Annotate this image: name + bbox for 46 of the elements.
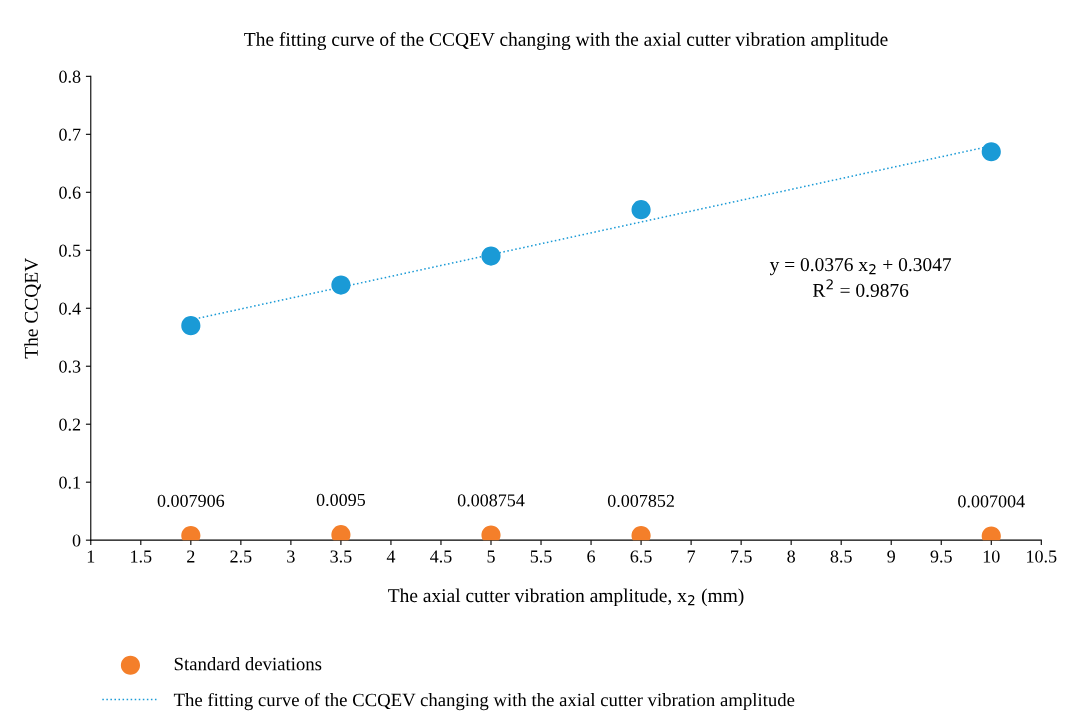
y-tick-label: 0.4 — [59, 302, 81, 315]
chart-title: The fitting curve of the CCQEV changing with the axial cutter vibration amplitude — [244, 32, 888, 50]
x-tick-label: 7.5 — [731, 550, 752, 563]
x-tick-label: 4 — [386, 550, 396, 563]
x-tick-label: 1 — [87, 550, 95, 563]
point — [631, 200, 651, 220]
x-tick-label: 6 — [587, 550, 596, 563]
x-tick-label: 7 — [687, 550, 696, 563]
annotation: R$^{2}$ = 0.9876 — [812, 279, 909, 298]
y-tick-label: 0.8 — [59, 70, 81, 83]
x-tick-label: 1.5 — [131, 550, 152, 563]
x-tick-label: 10 — [983, 550, 1000, 563]
data-label: 0.0095 — [316, 493, 366, 507]
y-tick-label: 0.1 — [59, 476, 80, 489]
x-tick-label: 5.5 — [530, 550, 552, 563]
y-tick-label: 0.2 — [59, 418, 81, 431]
x-tick-label: 3.5 — [330, 550, 352, 563]
legend-label: The fitting curve of the CCQEV changing with the axial cutter vibration amplitude — [173, 692, 795, 711]
point — [481, 246, 501, 266]
data-label: 0.007852 — [607, 494, 674, 508]
x-tick-label: 9.5 — [930, 550, 952, 563]
x-tick-label: 2 — [187, 550, 195, 563]
y-tick-label: 0.3 — [59, 360, 81, 373]
y-tick-label: 0.7 — [59, 128, 81, 141]
point — [181, 316, 201, 336]
x-tick-label: 8 — [787, 550, 795, 563]
x-tick-label: 5 — [487, 550, 495, 563]
annotation: y = 0.0376 x$_{2}$ + 0.3047 — [769, 258, 952, 276]
x-tick-label: 9 — [887, 550, 895, 563]
x-tick-label: 6.5 — [630, 550, 652, 563]
x-tick-label: 4.5 — [430, 550, 452, 563]
data-label: 0.008754 — [457, 494, 525, 507]
y-tick-label: 0 — [72, 534, 81, 547]
data-label: 0.007906 — [157, 494, 225, 507]
point — [981, 142, 1001, 162]
x-tick-label: 8.5 — [830, 550, 852, 563]
x-tick-label: 3 — [287, 550, 295, 563]
x-axis-title: The axial cutter vibration amplitude, x$_{2}$ (mm) — [388, 588, 744, 607]
y-tick-label: 0.5 — [59, 244, 81, 257]
y-tick-label: 0.6 — [59, 186, 81, 199]
y-axis-title: The CCQEV — [24, 257, 41, 359]
legend-label: Standard deviations — [174, 657, 322, 671]
x-tick-label: 10.5 — [1027, 550, 1057, 563]
point — [331, 275, 351, 295]
data-label: 0.007004 — [958, 495, 1025, 508]
x-tick-label: 2.5 — [230, 550, 252, 563]
